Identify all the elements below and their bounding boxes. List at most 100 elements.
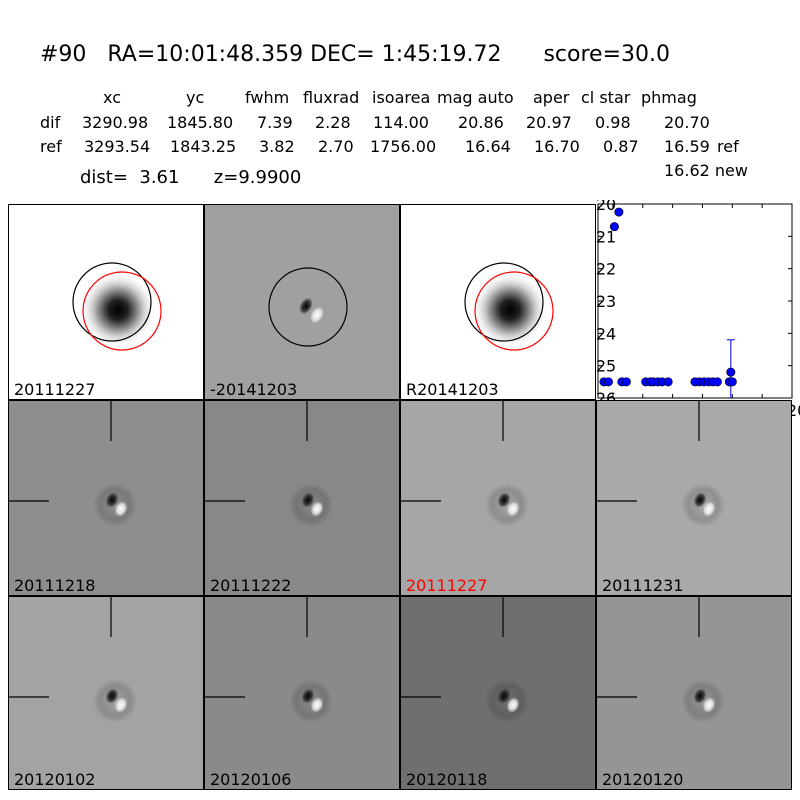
stamp-epoch-5: 20120106 [204, 596, 400, 790]
col-header-fluxrad: fluxrad [303, 88, 360, 107]
dipole-bright [310, 306, 324, 324]
data-point [726, 367, 736, 377]
cell-dif-isoarea: 114.00 [373, 113, 429, 132]
stamp-label: 20120118 [406, 770, 488, 789]
star-blob [80, 272, 156, 348]
circle-ref [464, 262, 544, 342]
y-tick-label: 21 [596, 227, 616, 246]
dipole-bright [114, 501, 128, 517]
stamp-image [205, 597, 333, 723]
stamp-image [401, 597, 529, 723]
col-header-xc: xc [103, 88, 121, 107]
row-label-ref: ref [40, 137, 62, 156]
row-label-dif: dif [40, 113, 61, 132]
cell-ref-isoarea: 1756.00 [370, 137, 437, 156]
data-point [609, 222, 619, 232]
dipole-dark [299, 297, 313, 315]
data-point [663, 377, 673, 387]
y-tick-label: 24 [596, 324, 616, 343]
stamp-ref-R20141203: R20141203 [400, 204, 596, 400]
cell-ref-fwhm: 3.82 [259, 137, 295, 156]
dipole-dark [105, 688, 119, 704]
stamp-epoch-2: 20111227 [400, 400, 596, 596]
stamp-label: 20120102 [14, 770, 96, 789]
data-point [621, 377, 631, 387]
stamp-epoch-3: 20111231 [596, 400, 792, 596]
dipole-dark [693, 688, 707, 704]
y-tick-label: 22 [596, 260, 616, 279]
cell-dif-xc: 3290.98 [82, 113, 149, 132]
cell-dif-mag-auto: 20.86 [458, 113, 504, 132]
data-point [603, 377, 613, 387]
data-point [727, 377, 737, 387]
col-header-cl-star: cl star [581, 88, 631, 107]
col-header-aper: aper [533, 88, 570, 107]
stamp-label: -20141203 [210, 380, 298, 399]
stamp-image [205, 401, 333, 527]
stamp-epoch-0: 20111218 [8, 400, 204, 596]
cell-ref-aper: 16.70 [534, 137, 580, 156]
col-header-fwhm: fwhm [245, 88, 290, 107]
stamp-image [72, 262, 162, 351]
stamp-label: 20111227 [406, 576, 488, 595]
dist-line: dist= 3.61 z=9.9900 [80, 167, 302, 188]
stamp-image [597, 597, 725, 723]
col-header-phmag: phmag [641, 88, 697, 107]
cell-ref-extra: ref [717, 137, 739, 156]
col-header-isoarea: isoarea [372, 88, 431, 107]
stamp-image [9, 597, 137, 723]
cell-ref-cl-star: 0.87 [603, 137, 639, 156]
dipole-dark [105, 492, 119, 508]
stamp-label: R20141203 [406, 380, 499, 399]
stamp-label: 20111227 [14, 380, 96, 399]
stamp-image [268, 267, 348, 347]
dipole-dark [497, 688, 511, 704]
dipole-bright [702, 501, 716, 517]
stamp-label: 20111218 [14, 576, 96, 595]
stamp-image [401, 401, 529, 527]
cell-dif-phmag: 20.70 [664, 113, 710, 132]
light-curve-chart: 20212223242526020406080100120 [596, 195, 800, 424]
phmag-new-line: 16.62 new [664, 161, 748, 180]
dipole-bright [506, 501, 520, 517]
dipole-bright [310, 697, 324, 713]
cell-dif-cl-star: 0.98 [595, 113, 631, 132]
stamp-label: 20111231 [602, 576, 684, 595]
dipole-bright [310, 501, 324, 517]
cell-dif-fwhm: 7.39 [257, 113, 293, 132]
col-header-mag-auto: mag auto [437, 88, 514, 107]
page-title: #90 RA=10:01:48.359 DEC= 1:45:19.72 scor… [40, 42, 670, 67]
circle-ref [72, 262, 152, 342]
stamp-image [464, 262, 554, 351]
cell-dif-fluxrad: 2.28 [315, 113, 351, 132]
y-tick-label: 23 [596, 292, 616, 311]
stamp-epoch-6: 20120118 [400, 596, 596, 790]
data-point [614, 207, 624, 217]
cell-ref-phmag: 16.59 [664, 137, 710, 156]
cell-ref-xc: 3293.54 [84, 137, 151, 156]
stamp-diff-20141203: -20141203 [204, 204, 400, 400]
circle-new [82, 271, 162, 351]
y-tick-label: 20 [596, 200, 616, 214]
stamp-image [9, 401, 137, 527]
cell-ref-yc: 1843.25 [170, 137, 237, 156]
stamp-epoch-7: 20120120 [596, 596, 792, 790]
dipole-dark [301, 492, 315, 508]
dipole-bright [702, 697, 716, 713]
cell-dif-yc: 1845.80 [167, 113, 234, 132]
plot-frame [597, 203, 793, 399]
y-tick-label: 25 [596, 357, 616, 376]
dipole-dark [497, 492, 511, 508]
cell-dif-aper: 20.97 [526, 113, 572, 132]
circle-ref [268, 267, 348, 347]
dipole-bright [506, 697, 520, 713]
data-point [712, 377, 722, 387]
stamp-epoch-4: 20120102 [8, 596, 204, 790]
stamp-label: 20111222 [210, 576, 292, 595]
stamp-epoch-1: 20111222 [204, 400, 400, 596]
circle-new [474, 271, 554, 351]
stamp-image [597, 401, 725, 527]
dipole-dark [301, 688, 315, 704]
col-header-yc: yc [186, 88, 205, 107]
cell-ref-fluxrad: 2.70 [318, 137, 354, 156]
